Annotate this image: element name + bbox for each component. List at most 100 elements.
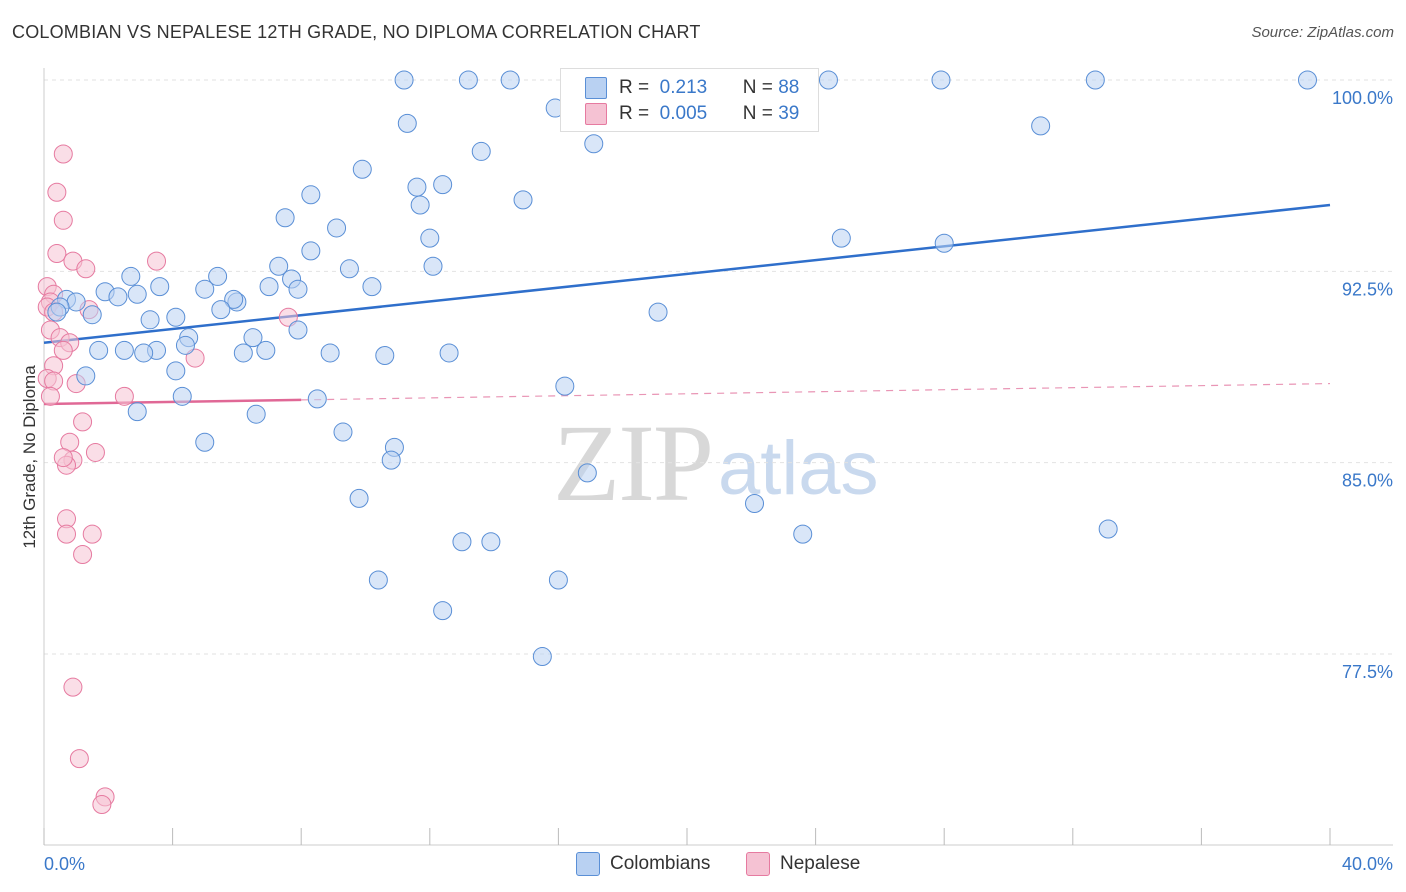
grid-lines (44, 79, 1393, 655)
bottom-legend-swatch-colombians (576, 852, 600, 876)
nepalese-point (40, 386, 60, 406)
nepalese-trend-line-solid (43, 398, 302, 406)
colombian-point (259, 277, 279, 297)
nepalese-point (185, 348, 205, 368)
colombian-point (500, 70, 520, 90)
colombian-points (47, 70, 1317, 667)
colombian-point (195, 279, 215, 299)
colombian-point (394, 70, 414, 90)
bottom-legend-label-colombians: Colombians (610, 853, 711, 874)
x-tick-label: 40.0% (1342, 854, 1393, 874)
nepalese-point (76, 259, 96, 279)
colombian-point (339, 259, 359, 279)
colombian-point (423, 256, 443, 276)
colombian-point (1098, 519, 1118, 539)
nepalese-point (47, 182, 67, 202)
y-tick-label: 85.0% (1342, 471, 1393, 491)
colombian-point (584, 134, 604, 154)
colombian-point (407, 177, 427, 197)
colombian-point (76, 366, 96, 386)
colombian-point (1031, 116, 1051, 136)
colombian-point (397, 113, 417, 133)
colombian-point (1085, 70, 1105, 90)
colombian-point (246, 404, 266, 424)
colombian-point (471, 141, 491, 161)
colombian-point (127, 402, 147, 422)
nepalese-point (92, 795, 112, 815)
colombian-point (121, 266, 141, 286)
nepalese-point (44, 371, 64, 391)
colombian-point (548, 570, 568, 590)
colombian-point (513, 190, 533, 210)
colombian-point (307, 389, 327, 409)
chart-source: Source: ZipAtlas.com (1251, 24, 1394, 41)
nepalese-point (53, 210, 73, 230)
axes (43, 68, 1393, 846)
legend-n-label: N = (742, 103, 773, 124)
colombian-point (172, 386, 192, 406)
colombian-point (108, 287, 128, 307)
colombian-point (89, 340, 109, 360)
colombian-point (375, 346, 395, 366)
nepalese-points (37, 144, 298, 815)
bottom-legend-colombians: Colombians (576, 852, 710, 876)
nepalese-point (85, 442, 105, 462)
colombian-point (82, 305, 102, 325)
nepalese-point (73, 545, 93, 565)
colombian-point (233, 343, 253, 363)
colombian-point (66, 292, 86, 312)
nepalese-point (114, 386, 134, 406)
colombian-point (481, 532, 501, 552)
legend-swatch-colombians (585, 77, 607, 99)
colombian-point (47, 302, 67, 322)
bottom-legend-swatch-nepalese (746, 852, 770, 876)
y-tick-label: 92.5% (1342, 279, 1393, 299)
legend-r-value-nepalese: 0.005 (659, 103, 708, 124)
y-tick-label: 100.0% (1332, 88, 1393, 108)
nepalese-point (53, 144, 73, 164)
legend-n-value-colombians: 88 (778, 77, 800, 98)
chart-title: COLOMBIAN VS NEPALESE 12TH GRADE, NO DIP… (12, 22, 701, 42)
nepalese-point (278, 307, 298, 327)
colombian-point (793, 524, 813, 544)
colombian-point (301, 185, 321, 205)
colombian-point (224, 289, 244, 309)
nepalese-point (53, 340, 73, 360)
colombian-point (114, 340, 134, 360)
nepalese-point (57, 524, 77, 544)
colombian-point (243, 328, 263, 348)
colombian-point (166, 361, 186, 381)
colombian-point (269, 256, 289, 276)
colombian-point (648, 302, 668, 322)
colombian-point (327, 218, 347, 238)
legend-r-label: R = (619, 103, 650, 124)
nepalese-point (63, 677, 83, 697)
y-tick-label: 77.5% (1342, 662, 1393, 682)
colombian-point (301, 241, 321, 261)
legend-r-value-colombians: 0.213 (659, 77, 708, 98)
colombian-point (195, 432, 215, 452)
colombian-point (420, 228, 440, 248)
colombian-point (288, 279, 308, 299)
colombian-point (166, 307, 186, 327)
colombian-point (320, 343, 340, 363)
colombian-point (352, 159, 372, 179)
bottom-legend-label-nepalese: Nepalese (780, 853, 861, 874)
colombian-point (256, 340, 276, 360)
colombian-point (831, 228, 851, 248)
colombian-point (934, 233, 954, 253)
colombian-point (410, 195, 430, 215)
colombian-point (433, 601, 453, 621)
colombian-point (362, 277, 382, 297)
legend-n-value-nepalese: 39 (778, 103, 800, 124)
nepalese-trend-line-dashed (301, 382, 1331, 401)
colombian-point (433, 175, 453, 195)
legend-swatch-nepalese (585, 103, 607, 125)
colombian-point (175, 335, 195, 355)
colombian-point (127, 284, 147, 304)
colombian-point (439, 343, 459, 363)
stats-legend: R = 0.213 N = 88 R = 0.005 N = 39 (560, 68, 819, 132)
watermark-atlas: atlas (718, 426, 879, 511)
nepalese-point (69, 749, 89, 769)
